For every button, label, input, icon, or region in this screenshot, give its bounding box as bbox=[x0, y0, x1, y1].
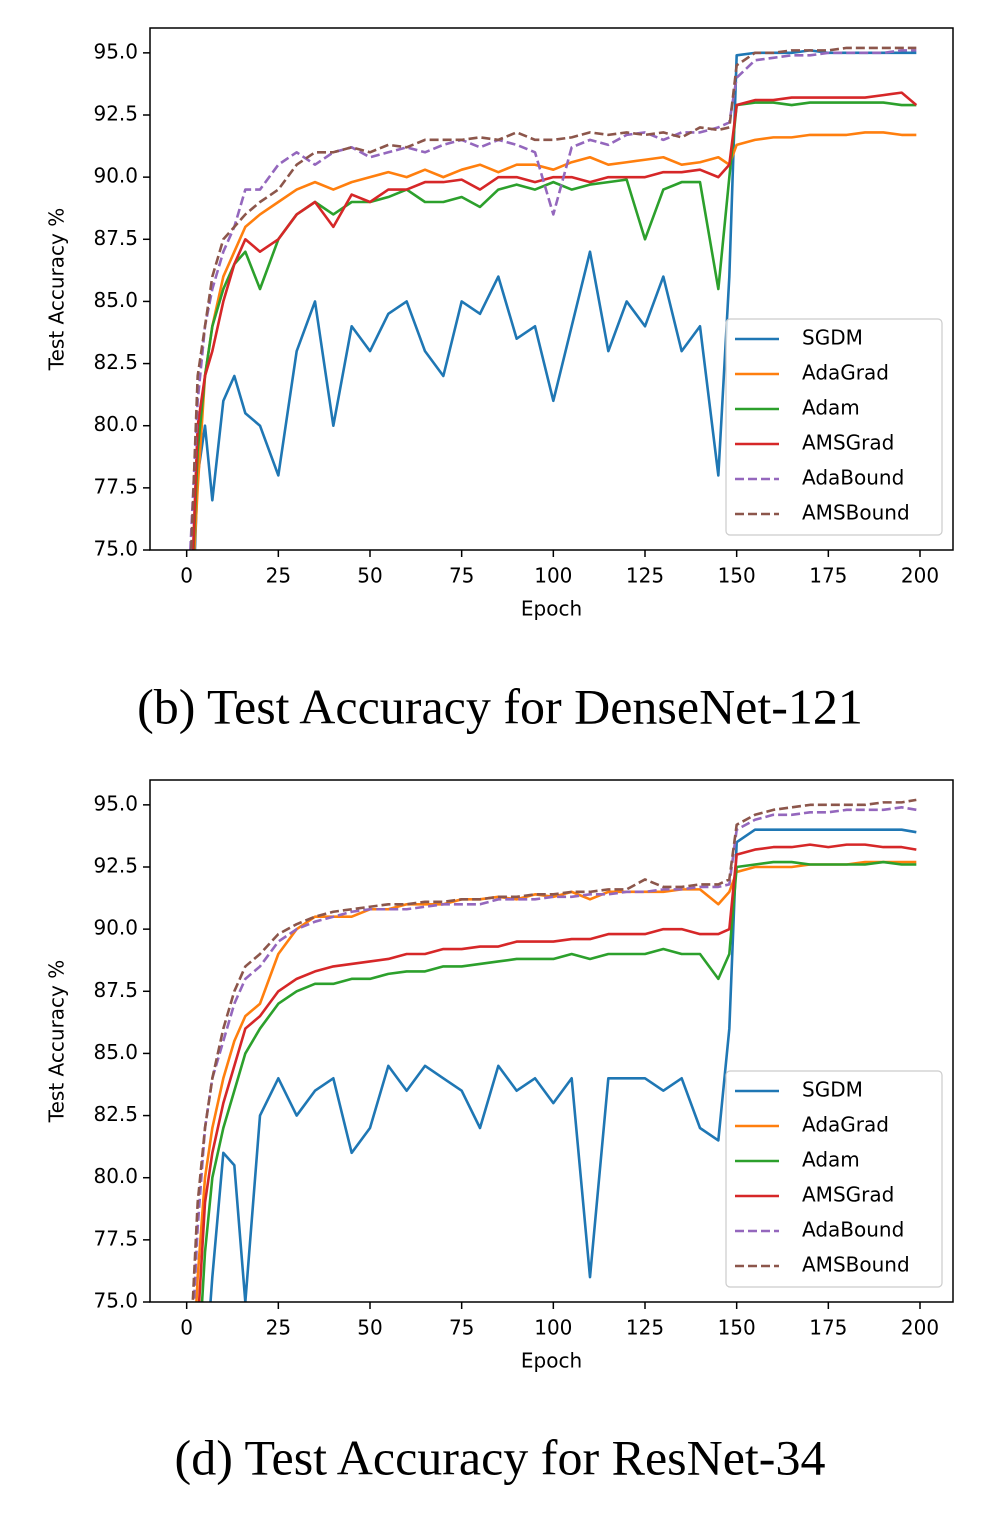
x-tick-label: 125 bbox=[626, 564, 664, 588]
x-tick-label: 175 bbox=[809, 1316, 847, 1340]
series-line bbox=[193, 49, 917, 550]
caption: (d) Test Accuracy for ResNet-34 bbox=[175, 1429, 826, 1485]
series-line bbox=[189, 49, 917, 550]
caption: (b) Test Accuracy for DenseNet-121 bbox=[137, 678, 863, 734]
legend-label: AdaGrad bbox=[802, 361, 889, 385]
x-tick-label: 175 bbox=[809, 564, 847, 588]
x-tick-label: 200 bbox=[901, 564, 939, 588]
legend-label: AMSGrad bbox=[802, 1183, 894, 1207]
x-axis-label: Epoch bbox=[521, 1349, 582, 1373]
y-tick-label: 92.5 bbox=[93, 102, 138, 126]
legend-label: SGDM bbox=[802, 326, 863, 350]
x-tick-label: 50 bbox=[357, 564, 382, 588]
x-tick-label: 50 bbox=[357, 1316, 382, 1340]
y-tick-label: 80.0 bbox=[93, 412, 138, 436]
series-line bbox=[189, 46, 917, 550]
x-tick-label: 0 bbox=[180, 1316, 193, 1340]
y-tick-label: 87.5 bbox=[93, 226, 138, 250]
legend-label: AdaBound bbox=[802, 466, 904, 490]
legend-label: AdaBound bbox=[802, 1218, 904, 1242]
legend-label: Adam bbox=[802, 1148, 860, 1172]
legend-box bbox=[725, 1070, 943, 1288]
y-tick-label: 75.0 bbox=[93, 1289, 138, 1313]
x-tick-label: 100 bbox=[534, 564, 572, 588]
series-line bbox=[193, 131, 917, 550]
chart: 75.0 77.5 80.0 82.5 85.0 87.5 90.0 92.5 95.0 0 25 5… bbox=[45, 27, 954, 734]
x-tick-label: 25 bbox=[266, 564, 291, 588]
x-tick-label: 0 bbox=[180, 564, 193, 588]
series-line bbox=[200, 860, 917, 1302]
series-line bbox=[191, 91, 918, 550]
y-tick-label: 90.0 bbox=[93, 164, 138, 188]
legend-label: AMSBound bbox=[802, 1253, 910, 1277]
legend-box bbox=[725, 318, 943, 536]
y-tick-label: 77.5 bbox=[93, 474, 138, 498]
legend-label: AdaGrad bbox=[802, 1113, 889, 1137]
chart: 75.0 77.5 80.0 82.5 85.0 87.5 90.0 92.5 95.0 0 25 5… bbox=[45, 779, 954, 1485]
y-tick-label: 90.0 bbox=[93, 916, 138, 940]
series-line bbox=[191, 798, 917, 1302]
y-tick-label: 95.0 bbox=[93, 791, 138, 815]
y-axis-label: Test Accuracy % bbox=[45, 208, 69, 371]
y-tick-label: 92.5 bbox=[93, 854, 138, 878]
series-line bbox=[197, 843, 917, 1302]
y-tick-label: 85.0 bbox=[93, 1040, 138, 1064]
plot-frame bbox=[149, 779, 954, 1303]
x-tick-label: 25 bbox=[266, 1316, 291, 1340]
y-axis-label: Test Accuracy % bbox=[45, 960, 69, 1123]
y-tick-label: 82.5 bbox=[93, 1102, 138, 1126]
y-tick-label: 77.5 bbox=[93, 1226, 138, 1250]
y-tick-label: 80.0 bbox=[93, 1164, 138, 1188]
plot-frame bbox=[149, 27, 954, 551]
x-tick-label: 125 bbox=[626, 1316, 664, 1340]
y-tick-label: 82.5 bbox=[93, 350, 138, 374]
series-line bbox=[192, 806, 917, 1302]
x-tick-label: 150 bbox=[718, 1316, 756, 1340]
legend-label: SGDM bbox=[802, 1078, 863, 1102]
x-axis-label: Epoch bbox=[521, 597, 582, 621]
x-tick-label: 75 bbox=[449, 564, 474, 588]
x-tick-label: 100 bbox=[534, 1316, 572, 1340]
y-tick-label: 95.0 bbox=[93, 39, 138, 63]
series-line bbox=[192, 101, 917, 550]
legend-label: AMSBound bbox=[802, 501, 910, 525]
y-tick-label: 87.5 bbox=[93, 978, 138, 1002]
legend-label: AMSGrad bbox=[802, 431, 894, 455]
y-tick-label: 75.0 bbox=[93, 537, 138, 561]
y-tick-label: 85.0 bbox=[93, 288, 138, 312]
x-tick-label: 200 bbox=[901, 1316, 939, 1340]
series-line bbox=[209, 828, 917, 1302]
x-tick-label: 150 bbox=[718, 564, 756, 588]
series-line bbox=[195, 860, 917, 1302]
legend-label: Adam bbox=[802, 396, 860, 420]
x-tick-label: 75 bbox=[449, 1316, 474, 1340]
